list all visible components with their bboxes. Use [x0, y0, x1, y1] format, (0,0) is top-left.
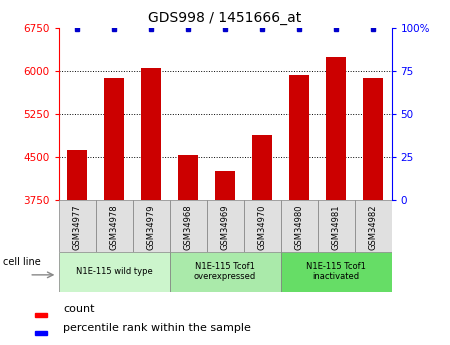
- Bar: [178, 155, 198, 200]
- Bar: [215, 171, 235, 200]
- Bar: [252, 135, 272, 200]
- Bar: [67, 150, 87, 200]
- Bar: [170, 200, 207, 252]
- Bar: [363, 78, 383, 200]
- Text: GSM34982: GSM34982: [369, 204, 378, 250]
- Bar: [355, 200, 392, 252]
- Text: GSM34977: GSM34977: [72, 204, 81, 250]
- Text: cell line: cell line: [3, 257, 40, 267]
- Bar: [326, 57, 346, 200]
- Text: GSM34980: GSM34980: [294, 204, 303, 250]
- Text: N1E-115 Tcof1
inactivated: N1E-115 Tcof1 inactivated: [306, 262, 366, 282]
- Text: percentile rank within the sample: percentile rank within the sample: [63, 323, 251, 333]
- Bar: [170, 252, 280, 292]
- Bar: [35, 331, 47, 335]
- Bar: [132, 200, 170, 252]
- Bar: [58, 200, 95, 252]
- Text: N1E-115 Tcof1
overexpressed: N1E-115 Tcof1 overexpressed: [194, 262, 256, 282]
- Bar: [280, 200, 318, 252]
- Title: GDS998 / 1451666_at: GDS998 / 1451666_at: [148, 11, 302, 25]
- Bar: [318, 200, 355, 252]
- Text: GSM34968: GSM34968: [184, 204, 193, 250]
- Bar: [243, 200, 280, 252]
- Bar: [207, 200, 243, 252]
- Bar: [104, 78, 124, 200]
- Bar: [95, 200, 132, 252]
- Text: GSM34978: GSM34978: [109, 204, 118, 250]
- Text: GSM34970: GSM34970: [257, 204, 266, 250]
- Text: count: count: [63, 304, 94, 314]
- Bar: [289, 75, 309, 200]
- Text: GSM34981: GSM34981: [332, 204, 341, 250]
- Text: GSM34969: GSM34969: [220, 204, 230, 250]
- Bar: [280, 252, 392, 292]
- Text: N1E-115 wild type: N1E-115 wild type: [76, 267, 153, 276]
- Bar: [58, 252, 170, 292]
- Bar: [141, 68, 161, 200]
- Text: GSM34979: GSM34979: [147, 204, 156, 250]
- Bar: [35, 313, 47, 317]
